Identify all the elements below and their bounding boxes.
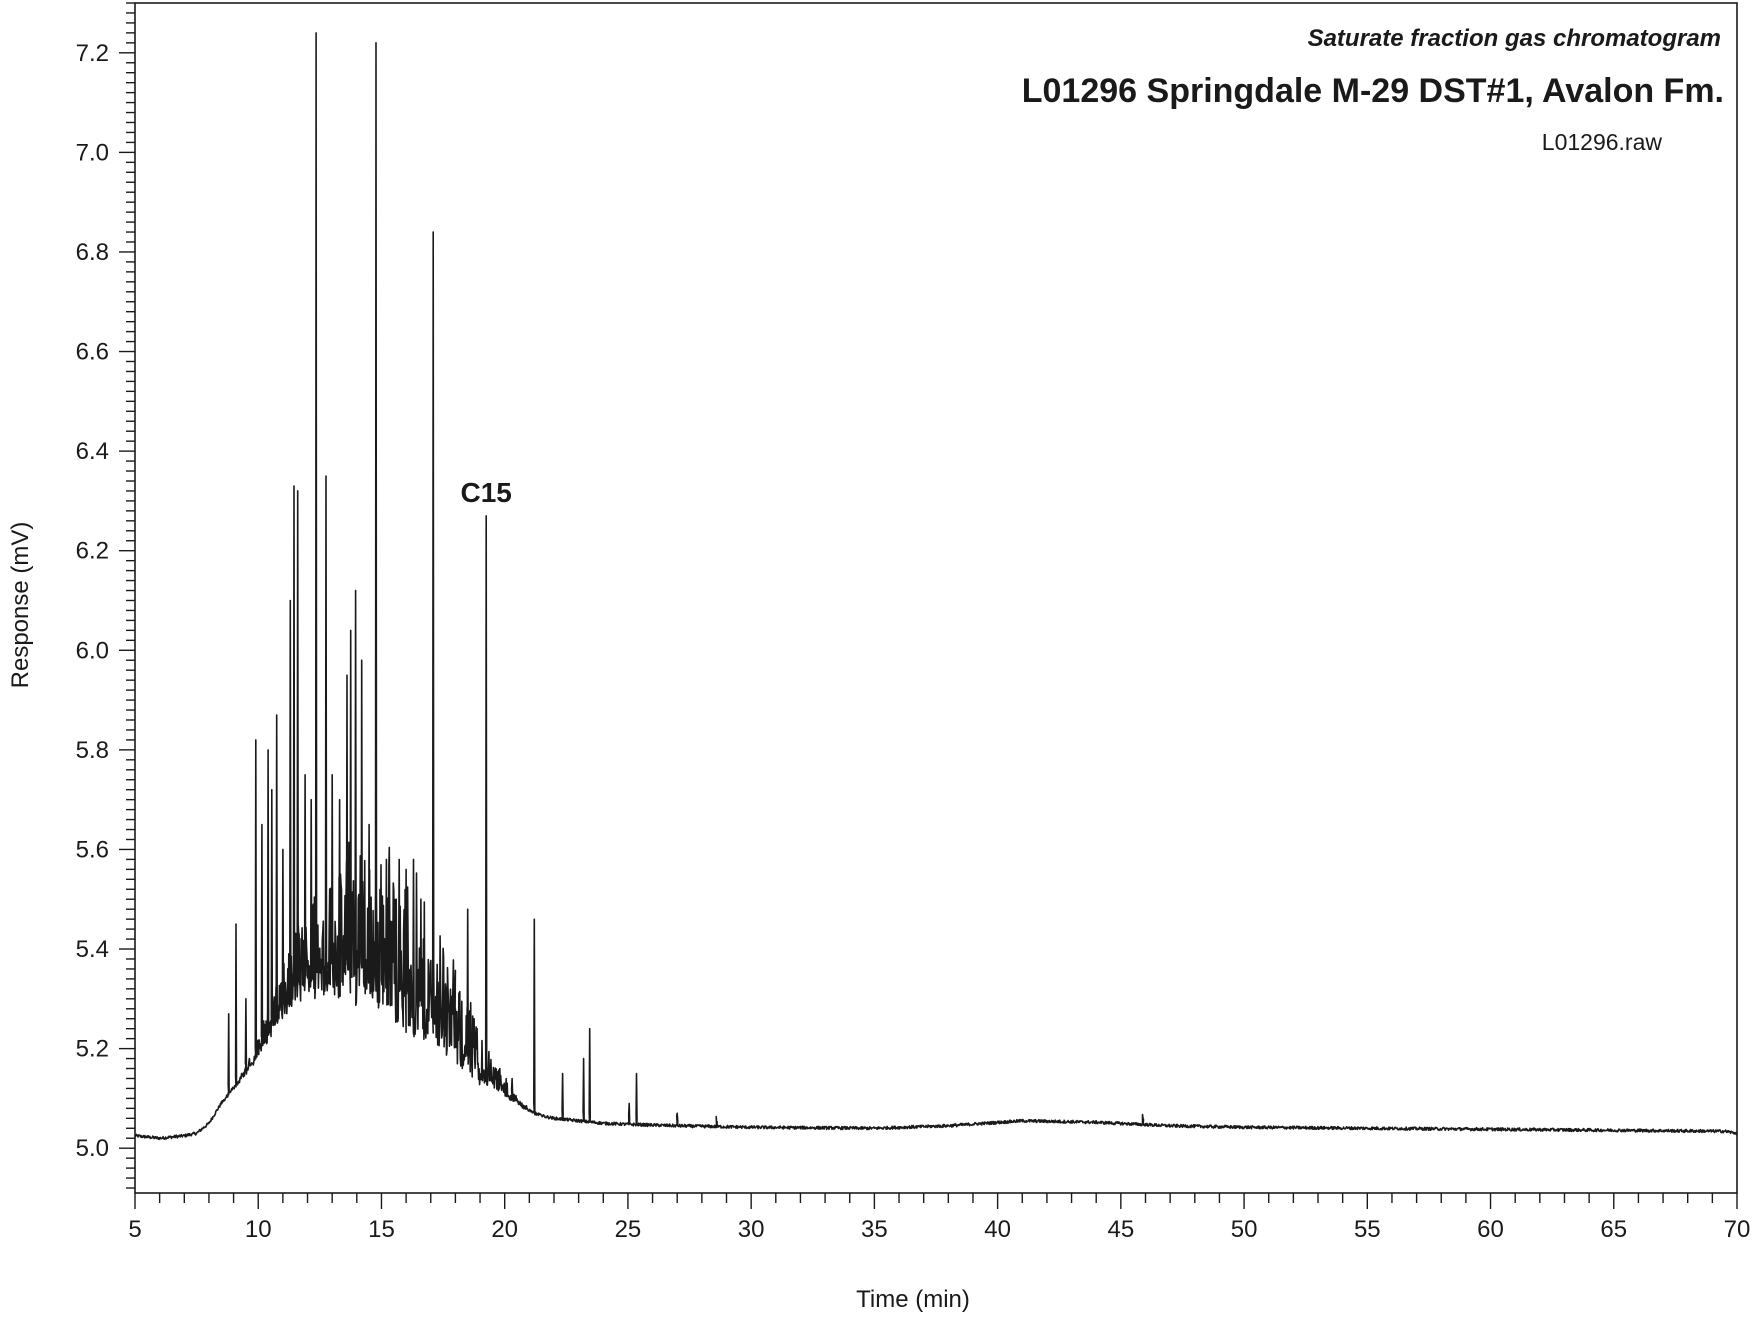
x-tick-label: 45 xyxy=(1107,1216,1134,1243)
chart-filename: L01296.raw xyxy=(1542,129,1663,155)
chart-title: L01296 Springdale M-29 DST#1, Avalon Fm. xyxy=(1022,72,1724,110)
x-tick-label: 60 xyxy=(1477,1216,1504,1243)
y-tick-label: 5.4 xyxy=(76,936,109,963)
y-tick-label: 5.8 xyxy=(76,737,109,764)
chromatogram-trace xyxy=(134,32,1738,1141)
y-axis: 5.0 5.2 5.4 5.6 5.8 6.0 6.2 6.4 6.6 6.8 7.0 7.2 xyxy=(76,2,135,1189)
y-tick-label: 7.2 xyxy=(76,40,109,67)
x-tick-label: 55 xyxy=(1354,1216,1381,1243)
y-tick-label: 7.0 xyxy=(76,139,109,166)
y-tick-label: 6.4 xyxy=(76,438,109,465)
y-tick-label: 6.6 xyxy=(76,339,109,366)
y-tick-label: 5.6 xyxy=(76,836,109,863)
y-tick-label: 5.0 xyxy=(76,1135,109,1162)
y-tick-label: 6.2 xyxy=(76,538,109,565)
y-tick-label: 6.0 xyxy=(76,637,109,664)
x-tick-label: 30 xyxy=(738,1216,765,1243)
x-tick-label: 35 xyxy=(861,1216,888,1243)
chart-subtitle: Saturate fraction gas chromatogram xyxy=(1308,25,1721,52)
x-axis-title: Time (min) xyxy=(856,1286,970,1313)
x-tick-label: 40 xyxy=(984,1216,1011,1243)
x-tick-label: 25 xyxy=(615,1216,642,1243)
y-tick-label: 6.8 xyxy=(76,239,109,266)
x-tick-label: 65 xyxy=(1600,1216,1627,1243)
plot-frame xyxy=(134,2,1738,1194)
y-axis-title: Response (mV) xyxy=(7,522,34,689)
x-tick-label: 5 xyxy=(128,1216,141,1243)
x-axis: 5 10 15 20 25 30 35 40 45 50 55 60 65 70 xyxy=(128,1193,1750,1243)
peak-label-c15: C15 xyxy=(461,477,512,508)
x-tick-label: 70 xyxy=(1724,1216,1751,1243)
x-tick-label: 50 xyxy=(1231,1216,1258,1243)
y-tick-label: 5.2 xyxy=(76,1036,109,1063)
x-tick-label: 15 xyxy=(368,1216,395,1243)
x-tick-label: 10 xyxy=(245,1216,272,1243)
x-tick-label: 20 xyxy=(491,1216,518,1243)
